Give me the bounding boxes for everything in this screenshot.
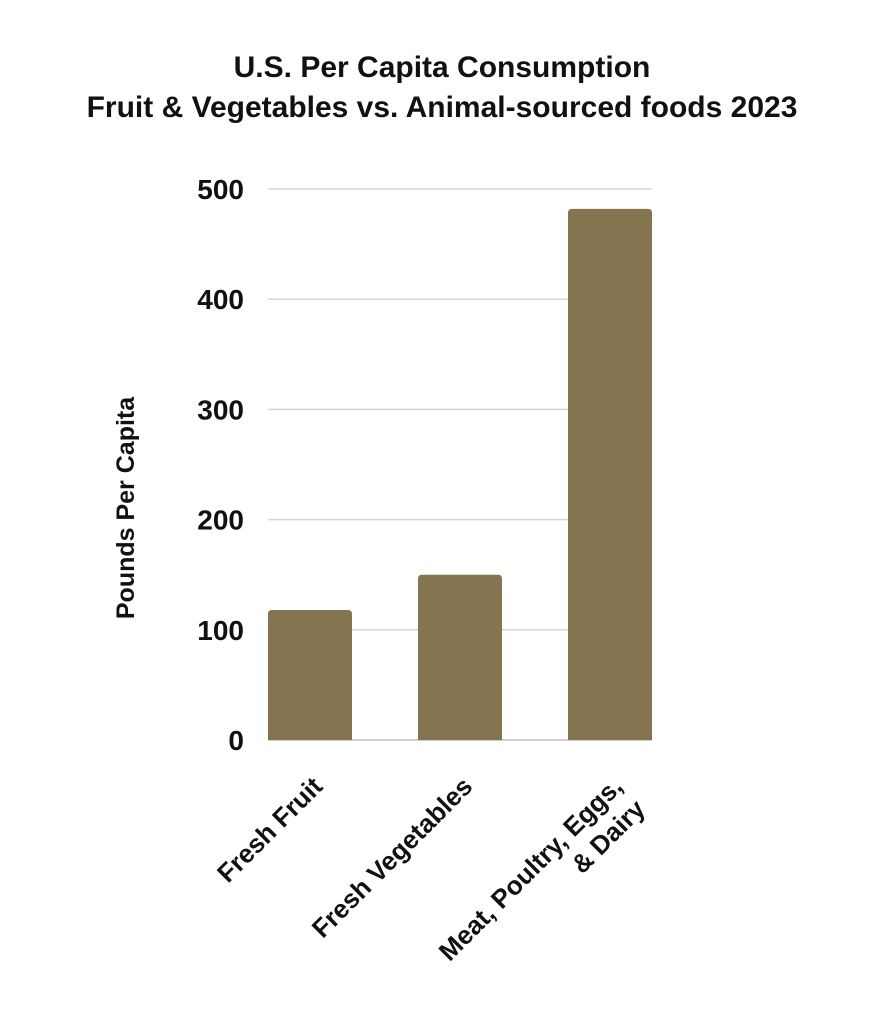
- chart-title-line-2: Fruit & Vegetables vs. Animal-sourced fo…: [86, 91, 798, 124]
- bar: [568, 208, 652, 740]
- y-axis-ticks: 0 100 200 300 400 500: [197, 174, 244, 756]
- y-tick-label: 300: [197, 394, 244, 425]
- y-tick-label: 400: [197, 284, 244, 315]
- chart-title-line-1: U.S. Per Capita Consumption: [233, 51, 651, 84]
- x-category-label-line: Fresh Fruit: [211, 771, 328, 888]
- y-tick-label: 500: [197, 174, 244, 205]
- y-axis-title: Pounds Per Capita: [112, 396, 140, 619]
- x-category-label: Fresh Fruit: [211, 771, 328, 888]
- bar-layer: [268, 208, 652, 740]
- y-tick-label: 200: [197, 505, 244, 536]
- y-tick-label: 0: [228, 725, 244, 756]
- y-tick-label: 100: [197, 615, 244, 646]
- bar: [418, 574, 502, 740]
- bar: [268, 609, 352, 740]
- x-category-label: Fresh Vegetables: [306, 771, 478, 943]
- x-category-label-line: Fresh Vegetables: [306, 771, 478, 943]
- chart-title: U.S. Per Capita Consumption Fruit & Vege…: [0, 48, 884, 128]
